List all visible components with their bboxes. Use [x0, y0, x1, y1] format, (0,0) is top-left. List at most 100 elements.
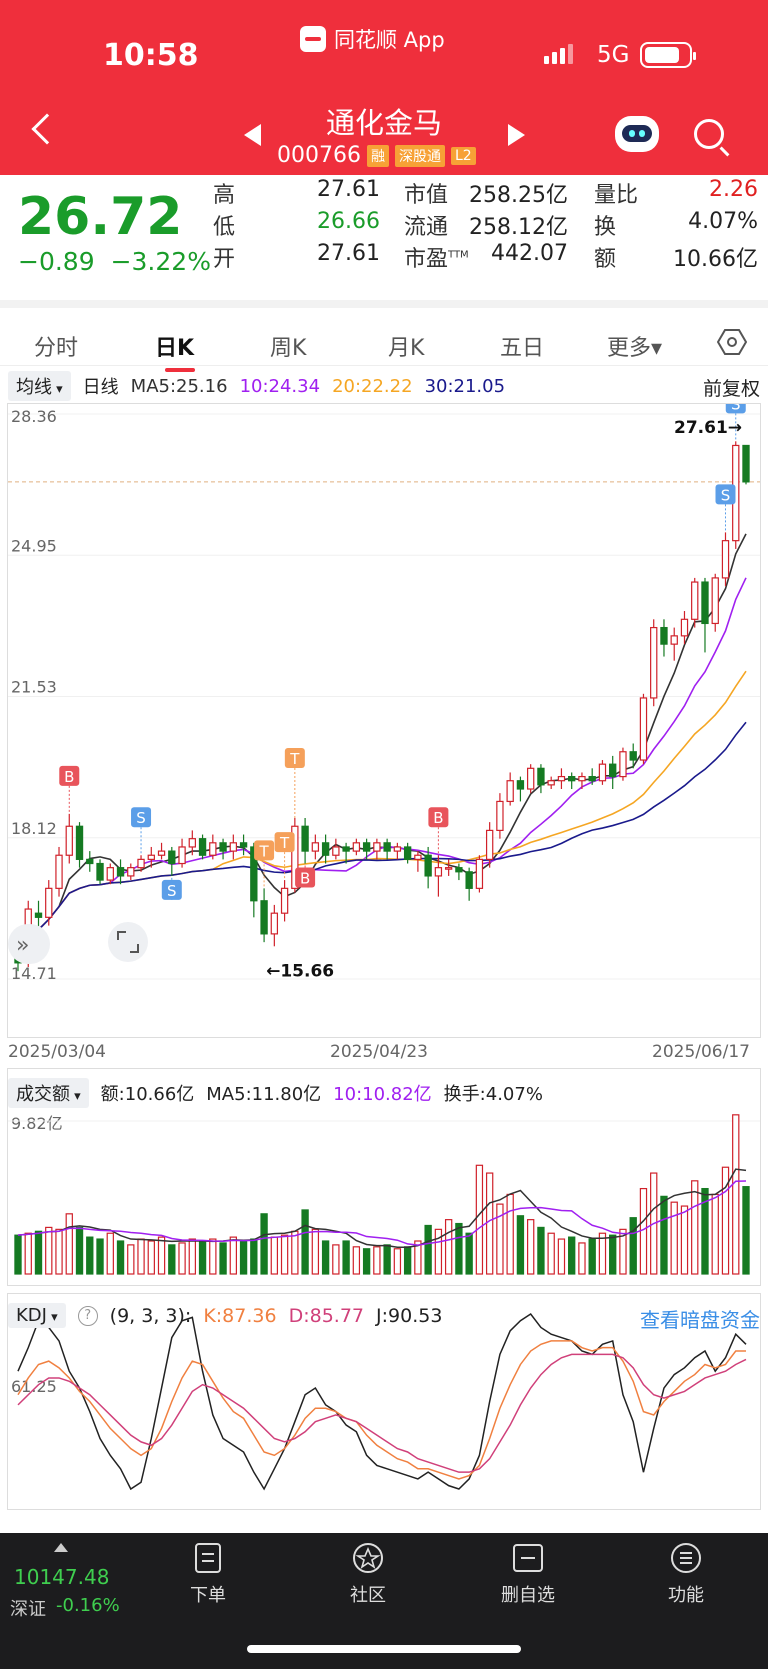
prev-stock-icon[interactable]: [244, 124, 261, 146]
quote-value: 2.26: [709, 177, 758, 202]
robot-assistant-icon[interactable]: [615, 116, 659, 152]
app-header: 10:58 同花顺 App 5G 通化金马 000766 融 深股通 L2: [0, 0, 768, 175]
bottom-bar: 10147.48 深证 -0.16% 下单 社区 删自选 功能: [0, 1533, 768, 1669]
y-tick-label: 24.95: [11, 536, 57, 555]
candle: [362, 838, 371, 860]
candle: [691, 577, 699, 628]
volume-bar: [280, 1234, 289, 1275]
signal-marker: B: [295, 863, 316, 888]
quote-key: 开: [213, 247, 236, 272]
date-mid: 2025/04/23: [330, 1042, 428, 1062]
date-end: 2025/06/17: [652, 1042, 750, 1062]
nav-remove-watch[interactable]: 删自选: [478, 1541, 578, 1607]
ma-selector[interactable]: 均线: [8, 371, 71, 401]
candle: [280, 880, 289, 922]
remove-watch-icon: [513, 1544, 543, 1572]
svg-text:S: S: [731, 404, 741, 413]
candle: [106, 863, 114, 885]
expand-arrows-icon[interactable]: »: [8, 924, 50, 964]
candle: [403, 842, 412, 864]
candle: [168, 846, 176, 876]
tag-connect: 深股通: [394, 144, 445, 167]
volume-panel[interactable]: 9.82亿: [7, 1068, 761, 1286]
candle: [147, 846, 155, 868]
candle: [65, 813, 73, 864]
volume-bar: [34, 1230, 43, 1275]
tab-3[interactable]: 月K: [388, 336, 425, 361]
index-expand-icon[interactable]: [54, 1543, 68, 1552]
ma5-line: [17, 533, 747, 964]
stock-name: 通化金马: [325, 106, 442, 140]
tab-2[interactable]: 周K: [270, 336, 307, 361]
nav-functions[interactable]: 功能: [636, 1541, 736, 1607]
last-price: 26.72: [18, 187, 183, 247]
volume-bar: [332, 1244, 340, 1275]
candle: [352, 838, 361, 856]
search-icon[interactable]: [694, 119, 724, 149]
quote-panel: 26.72 −0.89 −3.22% 高 27.61 低 26.66 开 27.61 市值 2…: [0, 175, 768, 295]
volume-bar: [485, 1172, 494, 1275]
fullscreen-icon[interactable]: [108, 922, 148, 962]
volume-bar: [455, 1222, 463, 1275]
candle: [609, 755, 617, 790]
index-value[interactable]: 10147.48: [14, 1565, 110, 1589]
candle: [721, 532, 730, 587]
volume-bar: [383, 1244, 391, 1275]
volume-bar: [434, 1228, 443, 1275]
price-change: −0.89 −3.22%: [18, 247, 211, 276]
ma-bar: 均线 日线 MA5:25.16 10:24.34 20:22.22 30:21.…: [8, 371, 505, 401]
svg-text:T: T: [258, 842, 269, 860]
candle: [414, 851, 422, 872]
dark-pool-link[interactable]: 查看暗盘资金: [640, 1308, 760, 1332]
volume-bar: [588, 1238, 596, 1275]
candle: [55, 846, 63, 897]
volume-bar: [291, 1230, 299, 1275]
kdj-params: (9, 3, 3):: [109, 1304, 192, 1327]
volume-bar: [424, 1224, 432, 1275]
tab-0[interactable]: 分时: [34, 336, 79, 361]
nav-order[interactable]: 下单: [158, 1541, 258, 1607]
settings-hex-icon[interactable]: [717, 328, 747, 356]
help-icon[interactable]: ?: [77, 1305, 98, 1326]
kline-panel[interactable]: 28.36 24.95 21.53 18.12 14.71 B S S T T T B B S S 27.61…: [7, 393, 761, 1038]
candle: [516, 776, 525, 802]
volume-bar: [526, 1219, 535, 1275]
candle: [96, 859, 104, 885]
svg-text:B: B: [64, 768, 74, 786]
adjust-mode[interactable]: 前复权: [702, 378, 760, 400]
kdj-panel[interactable]: 61.25: [7, 1293, 761, 1510]
volume-bar: [24, 1232, 32, 1275]
candle: [178, 838, 186, 868]
volume-bar: [609, 1234, 617, 1275]
tab-5[interactable]: 更多▾: [607, 336, 663, 361]
tab-4[interactable]: 五日: [500, 336, 545, 361]
volume-bar: [147, 1240, 155, 1275]
candle: [434, 855, 443, 897]
vol-ma10: 10:10.82亿: [333, 1084, 432, 1105]
candle: [321, 834, 330, 864]
candle: [311, 834, 320, 860]
nav-community[interactable]: 社区: [318, 1541, 418, 1607]
quote-value: 4.07%: [688, 209, 758, 234]
volume-bar: [239, 1240, 248, 1275]
kdj-selector[interactable]: KDJ: [8, 1303, 66, 1328]
candle: [629, 743, 637, 769]
candle: [116, 859, 125, 885]
volume-selector[interactable]: 成交额: [8, 1078, 89, 1108]
signal-marker: B: [428, 807, 449, 856]
candle: [485, 822, 494, 868]
low-note: ←15.66: [266, 961, 334, 981]
candle: [547, 776, 555, 790]
volume-chart[interactable]: 9.82亿: [8, 1069, 760, 1285]
volume-bar: [547, 1232, 555, 1275]
tab-1[interactable]: 日K: [155, 336, 195, 361]
volume-bar: [321, 1240, 330, 1275]
candle: [383, 838, 391, 860]
next-stock-icon[interactable]: [508, 124, 525, 146]
kdj-k: K:87.36: [203, 1304, 277, 1327]
candle: [568, 772, 576, 790]
kdj-chart[interactable]: 61.25: [8, 1294, 760, 1509]
quote-value: 258.12亿: [469, 215, 568, 240]
candle: [455, 863, 463, 881]
